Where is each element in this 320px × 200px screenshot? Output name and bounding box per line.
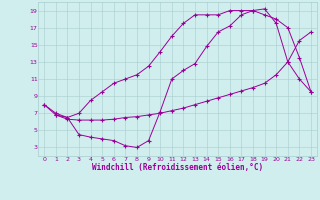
X-axis label: Windchill (Refroidissement éolien,°C): Windchill (Refroidissement éolien,°C) (92, 163, 263, 172)
